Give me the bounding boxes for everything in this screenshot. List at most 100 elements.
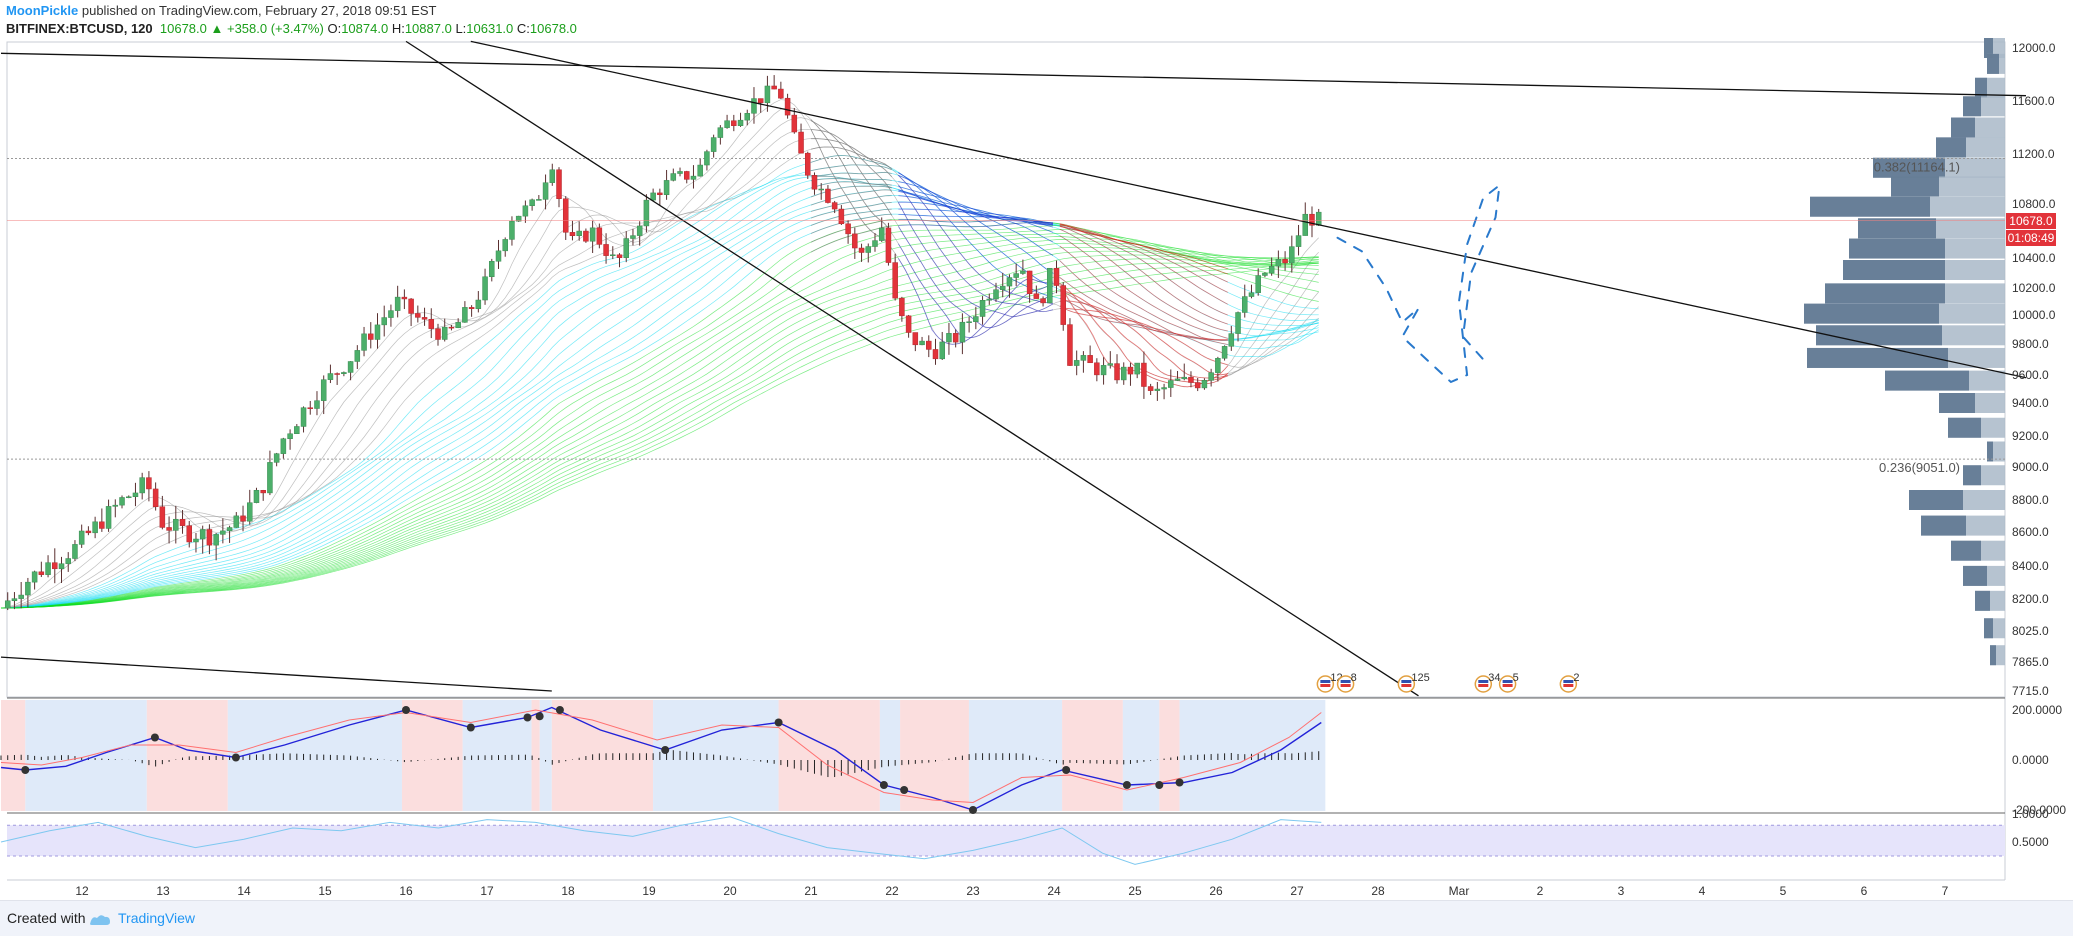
ribbon-gray-segment <box>810 129 893 193</box>
ribbon-line <box>1 259 1319 609</box>
candle-down <box>1194 382 1201 389</box>
trendline <box>0 52 2027 97</box>
candle-up <box>515 215 522 222</box>
candle-up <box>1100 365 1107 376</box>
price-tick-label: 9000.0 <box>2012 460 2049 474</box>
time-tick-label: 27 <box>1290 884 1304 898</box>
candle-up <box>495 250 502 262</box>
volume-profile-bar-dark <box>1975 77 1987 98</box>
price-tick-label: 8025.0 <box>2012 624 2049 638</box>
fib-level-label: 0.382(11164.1) <box>1874 159 1960 174</box>
price-tick-label: 8600.0 <box>2012 525 2049 539</box>
economic-events[interactable]: 12 8 125 34 5 2 <box>1316 672 1579 693</box>
ribbon-gray-segment <box>810 120 893 216</box>
candle-up <box>455 322 461 329</box>
candle-up <box>11 598 18 602</box>
time-tick-label: 14 <box>237 884 251 898</box>
candle-up <box>1315 211 1322 226</box>
candle-down <box>556 169 562 199</box>
ribbon-red-segment <box>1059 300 1228 379</box>
ribbon-gray-segment <box>810 146 892 170</box>
candle-down <box>838 208 845 225</box>
ribbon-blue-segment <box>898 222 1054 228</box>
candle-down <box>892 262 898 299</box>
time-tick-label: 25 <box>1128 884 1142 898</box>
event-flag-stripe <box>1320 684 1331 687</box>
volume-profile-bar-dark <box>1951 117 1975 138</box>
event-flag-stripe <box>1478 684 1489 687</box>
ribbon-blue-segment <box>898 184 1054 313</box>
candle-up <box>213 534 219 546</box>
candle-up <box>966 321 972 323</box>
time-tick-label: 6 <box>1861 884 1868 898</box>
event-flag-stripe <box>1340 680 1351 683</box>
osc-cross-dot <box>555 706 564 714</box>
ribbon-red-segment <box>1059 225 1228 293</box>
candle-down <box>448 326 455 329</box>
tradingview-link[interactable]: TradingView <box>118 910 196 926</box>
candle-up <box>1181 376 1187 380</box>
low-value: 10631.0 <box>466 21 514 36</box>
time-tick-label: Mar <box>1449 884 1470 898</box>
candle-down <box>159 506 166 528</box>
candle-up <box>267 462 273 494</box>
price-tick-label: 7715.0 <box>2012 684 2049 698</box>
event-count-label: 5 <box>1513 672 1519 684</box>
candle-down <box>179 518 186 526</box>
volume-profile-bar-dark <box>1951 540 1981 561</box>
candle-down <box>885 227 892 263</box>
candle-down <box>368 333 374 340</box>
time-tick-label: 28 <box>1371 884 1385 898</box>
candle-up <box>31 571 38 583</box>
trendlines[interactable] <box>0 40 2027 697</box>
candle-down <box>912 332 919 346</box>
candle-up <box>193 538 199 543</box>
candle-down <box>784 97 791 116</box>
rsi-panel <box>0 816 2005 865</box>
candle-up <box>1134 362 1140 375</box>
candle-up <box>233 515 240 528</box>
ribbon-red-segment <box>1059 298 1228 355</box>
candle-up <box>199 529 206 540</box>
candle-up <box>489 261 495 278</box>
candle-down <box>926 340 932 350</box>
fib-level-label: 0.236(9051.0) <box>1879 460 1960 475</box>
candle-up <box>939 341 945 360</box>
ribbon-line <box>1 246 1319 609</box>
candle-down <box>260 490 266 494</box>
osc-cross-dot <box>1175 778 1184 787</box>
time-tick-label: 2 <box>1537 884 1544 898</box>
event-flag-stripe <box>1563 684 1574 687</box>
ribbon-line <box>1 222 1319 609</box>
candle-down <box>428 319 435 329</box>
candle-down <box>1026 270 1033 294</box>
candle-down <box>1094 362 1100 376</box>
author-name[interactable]: MoonPickle <box>6 3 79 18</box>
ribbon-line <box>1 262 1319 609</box>
osc-cross-dot <box>402 706 410 714</box>
close-label: C: <box>516 21 530 36</box>
candle-up <box>125 496 132 498</box>
volume-profile-bar-dark <box>1963 96 1981 117</box>
tradingview-logo-icon[interactable] <box>88 912 112 929</box>
candle-up <box>173 518 179 531</box>
ribbon-gray-segment <box>810 225 892 253</box>
price-tick-label: 7865.0 <box>2012 655 2049 669</box>
osc-tick-label: -200.0000 <box>2012 803 2066 817</box>
candle-down <box>791 114 798 133</box>
projection-annotation[interactable] <box>1336 183 1501 384</box>
candle-down <box>1040 298 1046 304</box>
candle-down <box>1033 293 1040 299</box>
candle-up <box>220 530 226 535</box>
candle-down <box>415 313 421 318</box>
candle-up <box>1275 259 1282 267</box>
volume-profile-bar-dark <box>1825 283 1945 304</box>
ribbon-red-segment <box>1059 225 1228 325</box>
event-flag-stripe <box>1320 680 1331 683</box>
chart-canvas[interactable]: 0.382(11164.1) 0.236(9051.0) 12 8 125 34 5 2 1… <box>0 0 2073 900</box>
candle-up <box>1228 333 1235 347</box>
price-tick-label: 9400.0 <box>2012 396 2049 410</box>
time-tick-label: 16 <box>399 884 413 898</box>
time-tick-label: 18 <box>561 884 575 898</box>
osc-cross-dot <box>661 746 670 754</box>
